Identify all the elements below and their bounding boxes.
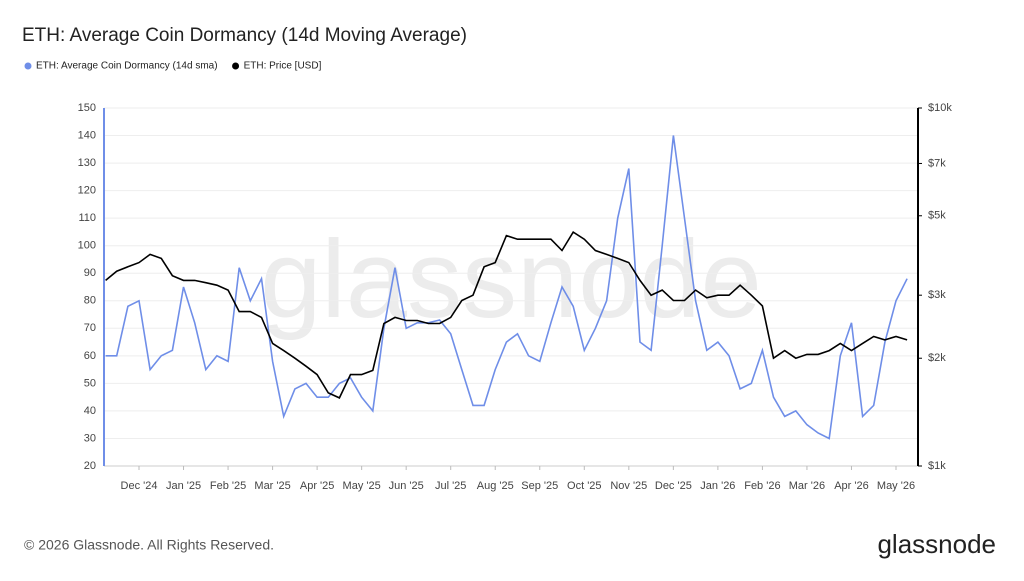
y-tick-label: 130: [78, 157, 96, 169]
footer: © 2026 Glassnode. All Rights Reserved.: [24, 537, 274, 553]
legend-marker: [232, 62, 240, 70]
y-tick-label: 50: [84, 377, 96, 389]
x-tick-label: Jan '25: [166, 480, 201, 492]
x-tick-label: Nov '25: [610, 480, 647, 492]
y-tick-label: 140: [78, 129, 96, 141]
y-tick-label: 150: [78, 102, 96, 114]
y2-tick-label: $5k: [928, 210, 946, 222]
chart-title: ETH: Average Coin Dormancy (14d Moving A…: [22, 25, 467, 46]
x-tick-label: Oct '25: [567, 480, 602, 492]
y-tick-label: 20: [84, 460, 96, 472]
x-tick-label: Mar '25: [254, 480, 290, 492]
legend-label: ETH: Average Coin Dormancy (14d sma): [36, 61, 218, 72]
y-tick-label: 70: [84, 322, 96, 334]
x-tick-label: Jul '25: [435, 480, 466, 492]
x-tick-label: Dec '24: [121, 480, 158, 492]
x-tick-label: Apr '25: [300, 480, 335, 492]
y-tick-label: 60: [84, 350, 96, 362]
x-tick-label: Mar '26: [789, 480, 825, 492]
x-tick-label: May '26: [877, 480, 915, 492]
x-tick-label: Sep '25: [521, 480, 558, 492]
y-tick-label: 100: [78, 240, 96, 252]
x-tick-label: Feb '25: [210, 480, 246, 492]
x-tick-label: May '25: [343, 480, 381, 492]
y-tick-label: 80: [84, 295, 96, 307]
y2-tick-label: $1k: [928, 460, 946, 472]
legend-marker: [24, 62, 32, 70]
series-line: [105, 135, 908, 440]
x-tick-label: Dec '25: [655, 480, 692, 492]
y2-tick-label: $10k: [928, 102, 952, 114]
x-tick-label: Jan '26: [700, 480, 735, 492]
brand: glassnode: [877, 529, 996, 559]
series-line: [105, 230, 908, 399]
x-tick-label: Feb '26: [744, 480, 780, 492]
x-tick-label: Jun '25: [389, 480, 424, 492]
y-tick-label: 30: [84, 432, 96, 444]
y-tick-label: 90: [84, 267, 96, 279]
y2-tick-label: $2k: [928, 352, 946, 364]
y-tick-label: 40: [84, 405, 96, 417]
y-tick-label: 120: [78, 185, 96, 197]
x-tick-label: Apr '26: [834, 480, 869, 492]
x-tick-label: Aug '25: [477, 480, 514, 492]
y-tick-label: 110: [78, 212, 96, 224]
watermark: glassnode: [260, 218, 762, 341]
y2-tick-label: $3k: [928, 289, 946, 301]
legend-label: ETH: Price [USD]: [244, 61, 322, 72]
y2-tick-label: $7k: [928, 157, 946, 169]
